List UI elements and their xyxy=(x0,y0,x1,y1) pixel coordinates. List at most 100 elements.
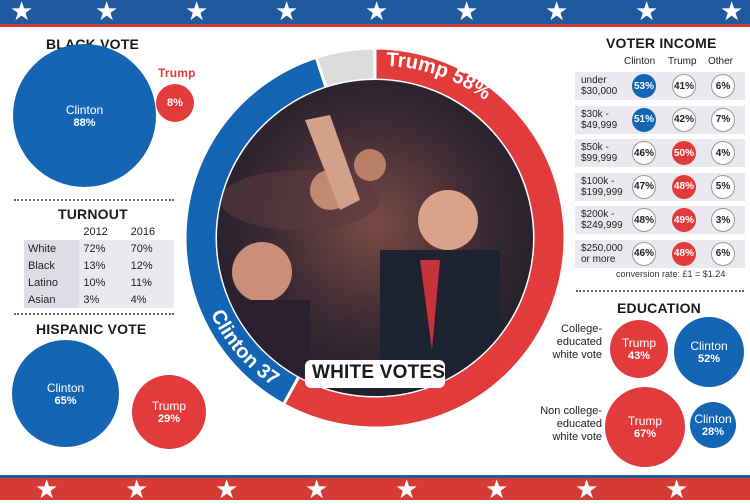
education-college-clinton-bubble: Clinton 52% xyxy=(674,317,744,387)
turnout-group: Asian xyxy=(24,291,80,308)
income-bracket-label: under $30,000 xyxy=(581,75,618,97)
education-noncollege-clinton-bubble: Clinton 28% xyxy=(690,402,736,448)
education-trump-label: Trump xyxy=(621,336,657,350)
star-icon: ★ xyxy=(395,474,419,504)
turnout-group: Black xyxy=(24,257,80,274)
hispanic-vote-clinton-label: Clinton xyxy=(46,380,85,395)
turnout-2012-value: 72% xyxy=(79,240,127,257)
income-trump-value: 48% xyxy=(672,241,696,266)
top-stripe xyxy=(0,24,750,27)
divider xyxy=(14,313,174,315)
turnout-2012-value: 13% xyxy=(79,257,127,274)
table-row: $30k - $49,999 51% 42% 7% xyxy=(575,104,745,136)
star-icon: ★ xyxy=(275,0,299,26)
table-row: White 72% 70% xyxy=(24,240,174,257)
education-clinton-label: Clinton xyxy=(694,412,732,426)
turnout-2012-value: 3% xyxy=(79,291,127,308)
star-icon: ★ xyxy=(485,474,509,504)
table-row: $50k - $99,999 46% 50% 4% xyxy=(575,137,745,169)
education-trump-label: Trump xyxy=(627,414,663,428)
income-other-value: 4% xyxy=(711,141,735,165)
table-row: $100k - $199,999 47% 48% 5% xyxy=(575,171,745,203)
star-icon: ★ xyxy=(365,0,389,26)
income-bracket-label: $30k - $49,999 xyxy=(581,108,618,131)
education-noncollege-trump-bubble: Trump 67% xyxy=(605,387,685,467)
black-vote-clinton-label: Clinton xyxy=(65,102,104,117)
income-clinton-value: 46% xyxy=(632,141,656,165)
divider xyxy=(576,290,744,292)
education-college-trump-bubble: Trump 43% xyxy=(610,320,668,378)
income-bracket-label: $200k - $249,999 xyxy=(581,209,623,231)
income-trump-value: 50% xyxy=(672,141,696,165)
bottom-stripe xyxy=(0,475,750,478)
income-bracket-label: $250,000 or more xyxy=(581,242,623,265)
turnout-2016-value: 12% xyxy=(126,257,174,274)
black-vote-trump-label: Trump xyxy=(158,66,196,80)
turnout-year-2016: 2016 xyxy=(130,225,156,238)
education-clinton-value: 28% xyxy=(701,426,725,438)
star-icon: ★ xyxy=(455,0,479,26)
bottom-banner xyxy=(0,478,750,500)
hispanic-vote-trump-bubble: Trump 29% xyxy=(132,375,206,449)
hispanic-vote-trump-label: Trump xyxy=(151,399,187,413)
education-trump-value: 43% xyxy=(627,350,651,362)
education-clinton-label: Clinton xyxy=(690,339,728,353)
star-icon: ★ xyxy=(545,0,569,26)
table-row: Latino 10% 11% xyxy=(24,274,174,291)
turnout-group: White xyxy=(24,240,80,257)
income-other-value: 7% xyxy=(711,107,735,132)
hispanic-vote-title: HISPANIC VOTE xyxy=(36,321,147,337)
voter-income-title: VOTER INCOME xyxy=(606,35,717,51)
income-clinton-value: 48% xyxy=(632,208,656,232)
divider xyxy=(14,199,174,201)
income-other-value: 6% xyxy=(711,241,735,266)
turnout-2016-value: 4% xyxy=(126,291,174,308)
hispanic-vote-trump-value: 29% xyxy=(157,413,181,425)
education-title: EDUCATION xyxy=(617,300,701,316)
turnout-2012-value: 10% xyxy=(79,274,127,291)
black-vote-trump-value: 8% xyxy=(167,97,183,109)
table-row: under $30,000 53% 41% 6% xyxy=(575,70,745,102)
income-col-clinton: Clinton xyxy=(624,56,656,67)
star-icon: ★ xyxy=(720,0,744,26)
income-clinton-value: 47% xyxy=(632,174,656,199)
top-banner xyxy=(0,0,750,24)
star-icon: ★ xyxy=(125,474,149,504)
black-vote-clinton-value: 88% xyxy=(73,116,96,129)
income-other-value: 6% xyxy=(711,74,735,98)
white-votes-title-box xyxy=(305,360,445,388)
income-trump-value: 48% xyxy=(672,174,696,199)
star-icon: ★ xyxy=(575,474,599,504)
income-other-value: 5% xyxy=(711,174,735,199)
income-col-other: Other xyxy=(708,56,734,67)
turnout-2016-value: 11% xyxy=(126,274,174,291)
star-icon: ★ xyxy=(185,0,209,26)
education-group-label: Non college- educated white vote xyxy=(540,405,602,443)
income-clinton-value: 53% xyxy=(632,74,656,98)
black-vote-clinton-bubble: Clinton 88% xyxy=(13,44,156,187)
star-icon: ★ xyxy=(665,474,689,504)
turnout-2016-value: 70% xyxy=(126,240,174,257)
conversion-note: conversion rate: £1 = $1.24 xyxy=(616,269,726,279)
income-bracket-label: $100k - $199,999 xyxy=(581,175,623,198)
star-icon: ★ xyxy=(35,474,59,504)
income-trump-value: 42% xyxy=(672,107,696,132)
education-group-label: College- educated white vote xyxy=(552,323,602,361)
income-trump-value: 41% xyxy=(672,74,696,98)
income-trump-value: 49% xyxy=(672,208,696,232)
white-votes-title: WHITE VOTES xyxy=(312,362,446,383)
turnout-title: TURNOUT xyxy=(58,206,128,222)
star-icon: ★ xyxy=(95,0,119,26)
black-vote-trump-bubble: 8% xyxy=(156,84,194,122)
income-bracket-label: $50k - $99,999 xyxy=(581,142,618,164)
star-icon: ★ xyxy=(305,474,329,504)
education-clinton-value: 52% xyxy=(697,353,721,365)
star-icon: ★ xyxy=(10,0,34,26)
income-clinton-value: 46% xyxy=(632,241,656,266)
hispanic-vote-clinton-value: 65% xyxy=(54,394,77,407)
turnout-year-2012: 2012 xyxy=(83,225,108,238)
income-col-trump: Trump xyxy=(668,56,697,67)
table-row: $200k - $249,999 48% 49% 3% xyxy=(575,204,745,236)
income-other-value: 3% xyxy=(711,208,735,232)
hispanic-vote-clinton-bubble: Clinton 65% xyxy=(12,340,119,447)
